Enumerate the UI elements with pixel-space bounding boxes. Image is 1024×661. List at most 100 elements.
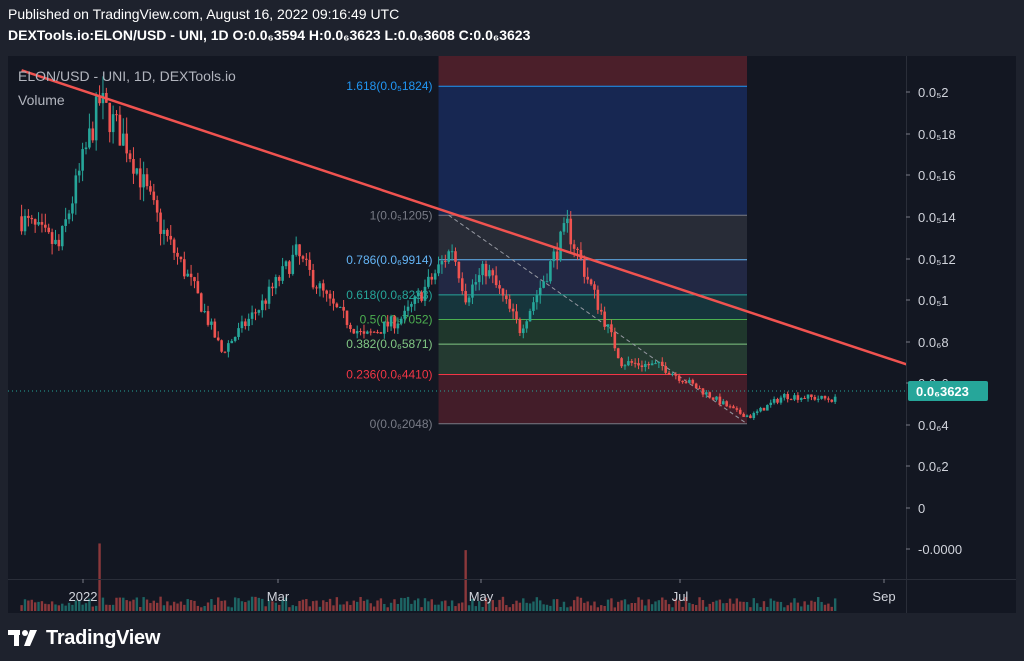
- candle-body: [633, 362, 637, 364]
- volume-bar: [694, 605, 698, 611]
- volume-bar: [559, 606, 562, 611]
- candle-body: [27, 215, 30, 218]
- candle-body: [457, 261, 461, 279]
- volume-bar: [315, 600, 318, 611]
- volume-bar: [135, 597, 139, 611]
- candle-body: [135, 168, 139, 174]
- volume-bar: [372, 606, 376, 611]
- volume-bar: [633, 602, 637, 611]
- volume-bar: [223, 600, 227, 611]
- candle-body: [271, 286, 274, 289]
- volume-bar: [769, 598, 772, 611]
- candle-body: [562, 223, 566, 232]
- candle-body: [474, 282, 478, 285]
- x-tick-label: May: [469, 589, 494, 604]
- volume-bar: [823, 604, 827, 611]
- candle-body: [467, 297, 471, 303]
- volume-bar: [115, 597, 118, 611]
- volume-bar: [176, 603, 179, 611]
- candle-body: [372, 331, 376, 333]
- candlestick-chart[interactable]: 1.618(0.0₅1824) 1(0.0₅1205) 0.786(0.0₆9914…: [8, 56, 1016, 613]
- volume-bar: [98, 543, 101, 611]
- volume-bar: [183, 604, 186, 611]
- candle-body: [155, 200, 159, 213]
- volume-bar: [637, 597, 640, 611]
- fib-level-label: 0(0.0₆2048): [370, 417, 433, 431]
- volume-bar: [84, 603, 88, 611]
- volume-bar: [471, 598, 474, 611]
- candle-body: [413, 296, 417, 304]
- volume-bar: [661, 597, 664, 611]
- volume-bar: [698, 597, 701, 611]
- candle-body: [718, 396, 722, 405]
- candle-body: [267, 286, 271, 304]
- volume-bar: [796, 602, 800, 611]
- volume-bar: [488, 601, 491, 611]
- candle-body: [742, 413, 745, 417]
- candle-body: [349, 324, 352, 329]
- volume-bar: [369, 603, 372, 611]
- candle-body: [538, 287, 542, 296]
- candle-body: [623, 365, 627, 367]
- volume-bar: [91, 606, 94, 611]
- volume-bar: [271, 601, 274, 611]
- candle-body: [206, 311, 210, 325]
- candle-body: [616, 348, 620, 359]
- volume-bar: [27, 600, 30, 611]
- candle-body: [244, 321, 247, 327]
- fib-zone: [438, 374, 748, 424]
- candle-body: [488, 270, 491, 277]
- candle-body: [762, 407, 766, 411]
- candle-body: [121, 133, 125, 146]
- volume-bar: [257, 597, 261, 611]
- volume-bar: [647, 599, 650, 611]
- fib-zone: [438, 344, 748, 375]
- volume-bar: [667, 604, 671, 611]
- volume-bar: [169, 605, 172, 611]
- volume-bar: [420, 607, 423, 611]
- volume-bar: [274, 602, 278, 611]
- candle-body: [830, 399, 834, 402]
- volume-bar: [44, 603, 47, 611]
- candle-body: [796, 395, 800, 400]
- y-tick-label: -0.0000: [918, 542, 962, 557]
- volume-bar: [766, 606, 769, 611]
- volume-bar: [511, 604, 515, 611]
- volume-bar: [322, 600, 325, 611]
- volume-bar: [715, 600, 718, 611]
- volume-bar: [454, 606, 457, 611]
- published-info: Published on TradingView.com, August 16,…: [8, 6, 400, 22]
- candle-body: [589, 279, 593, 285]
- volume-bar: [162, 605, 166, 611]
- candle-body: [440, 260, 444, 265]
- volume-bar: [355, 601, 359, 611]
- volume-bar: [572, 600, 576, 611]
- candle-body: [67, 213, 71, 220]
- candle-body: [393, 316, 396, 329]
- candle-body: [138, 168, 142, 188]
- candle-body: [54, 239, 57, 244]
- candle-body: [311, 269, 315, 288]
- candle-body: [203, 311, 206, 313]
- fib-zone: [438, 294, 748, 320]
- y-tick-label: 0.0₅18: [918, 127, 956, 142]
- candle-body: [688, 379, 691, 383]
- volume-bar: [461, 602, 464, 611]
- volume-bar: [518, 602, 522, 611]
- candle-body: [179, 256, 183, 260]
- tradingview-brand[interactable]: TradingView: [46, 626, 161, 649]
- chart-panel[interactable]: [8, 56, 1016, 613]
- volume-bar: [393, 599, 396, 611]
- volume-bar: [640, 599, 644, 611]
- candle-body: [94, 96, 98, 141]
- candle-body: [501, 288, 505, 296]
- volume-bar: [220, 600, 223, 611]
- candle-body: [125, 133, 128, 154]
- candle-body: [559, 231, 562, 260]
- volume-bar: [800, 606, 803, 611]
- volume-bar: [579, 597, 583, 611]
- volume-bar: [772, 600, 776, 611]
- candle-body: [738, 409, 742, 414]
- candle-body: [603, 311, 606, 327]
- candle-body: [427, 276, 430, 287]
